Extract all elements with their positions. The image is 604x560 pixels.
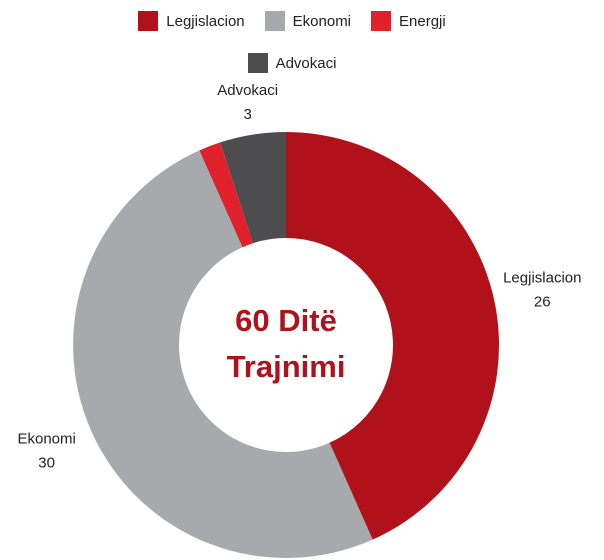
legend-label: Legjislacion	[166, 12, 245, 30]
legend-swatch	[371, 11, 392, 31]
slice-label: Legjislacion	[503, 269, 581, 286]
donut-slice	[199, 142, 253, 248]
slice-value: 30	[38, 455, 55, 472]
legend-swatch	[247, 53, 268, 73]
slice-value: 26	[534, 293, 551, 310]
center-text: 60 Ditë	[235, 303, 337, 338]
donut-slice	[286, 132, 500, 540]
legend-item: Energji	[371, 10, 446, 32]
donut-slice	[73, 150, 373, 558]
slice-label: Ekonomi	[17, 431, 75, 448]
legend-item: Ekonomi	[264, 10, 352, 32]
slice-label: Advokaci	[217, 82, 278, 99]
legend-label: Advokaci	[275, 54, 337, 72]
center-text: Trajnimi	[227, 349, 346, 384]
legend-swatch	[264, 11, 285, 31]
legend: Legjislacion Ekonomi Energji Advokaci	[92, 10, 492, 74]
legend-label: Ekonomi	[292, 12, 352, 30]
legend-item: Advokaci	[247, 52, 337, 74]
legend-swatch	[138, 11, 159, 31]
donut-slice	[220, 132, 286, 244]
slice-value: 3	[244, 106, 252, 123]
legend-item: Legjislacion	[138, 10, 245, 32]
legend-label: Energji	[399, 12, 446, 30]
